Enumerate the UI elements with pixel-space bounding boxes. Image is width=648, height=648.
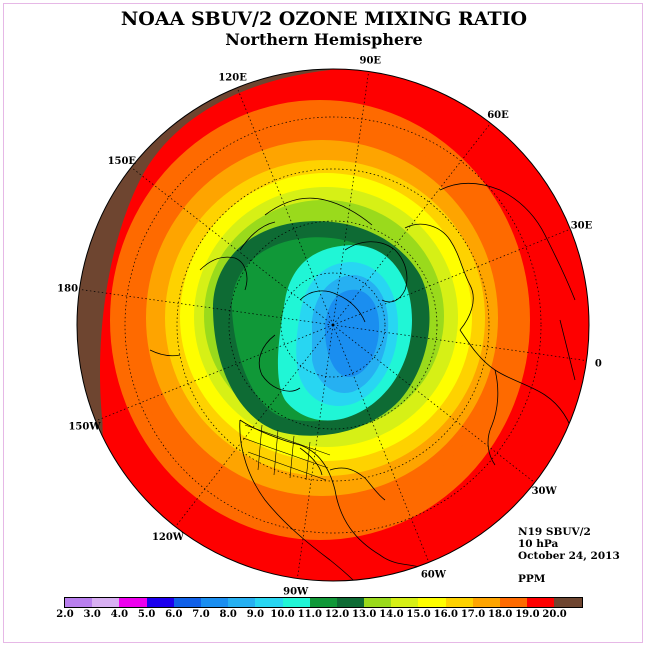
coast-asia-north xyxy=(439,182,576,301)
meridian-60w xyxy=(332,324,430,563)
colorbar-cell xyxy=(228,598,256,607)
meridian-60e xyxy=(332,123,491,326)
map-subtitle: Northern Hemisphere xyxy=(225,30,423,49)
pressure-level-label: 10 hPa xyxy=(518,538,559,550)
colorbar-tick-label: 20.0 xyxy=(542,609,567,620)
colorbar-tick-label: 19.0 xyxy=(515,609,540,620)
longitude-label-30e: 30E xyxy=(571,221,593,232)
longitude-label-60e: 60E xyxy=(487,110,509,121)
map-title: NOAA SBUV/2 OZONE MIXING RATIO xyxy=(120,8,528,30)
colorbar-tick-label: 7.0 xyxy=(192,609,210,620)
colorbar-tick-label: 10.0 xyxy=(270,609,295,620)
colorbar-tick-label: 2.0 xyxy=(56,609,74,620)
colorbar-tick-label: 12.0 xyxy=(324,609,350,620)
colorbar-cell xyxy=(282,598,310,607)
colorbar xyxy=(64,597,583,608)
colorbar-tick-label: 13.0 xyxy=(352,609,377,620)
meridian-150w xyxy=(95,324,334,422)
colorbar-cell xyxy=(391,598,419,607)
meridian-180 xyxy=(79,289,334,326)
longitude-label-0: 0 xyxy=(595,358,602,369)
colorbar-cell xyxy=(255,598,283,607)
colorbar-tick-label: 17.0 xyxy=(460,609,486,620)
colorbar-cell xyxy=(364,598,392,607)
colorbar-cell xyxy=(527,598,555,607)
date-label: October 24, 2013 xyxy=(518,550,620,562)
colorbar-tick-label: 6.0 xyxy=(165,609,183,620)
colorbar-tick-label: 11.0 xyxy=(297,609,322,620)
longitude-label-90e: 90E xyxy=(360,56,382,67)
colorbar-cell xyxy=(92,598,120,607)
colorbar-tick-label: 14.0 xyxy=(379,609,404,620)
meridian-30e xyxy=(332,228,571,326)
red-patch-atlantic xyxy=(454,470,536,530)
coast-siberia xyxy=(264,197,373,226)
longitude-label-60w: 60W xyxy=(421,569,447,580)
colorbar-tick-label: 5.0 xyxy=(137,609,156,620)
colorbar-cell xyxy=(173,598,201,607)
colorbar-cell xyxy=(200,598,229,607)
longitude-label-150w: 150W xyxy=(68,421,101,432)
units-label: PPM xyxy=(518,573,546,585)
longitude-label-150e: 150E xyxy=(108,156,137,167)
coast-hudson xyxy=(258,334,301,392)
colorbar-cell xyxy=(445,598,473,607)
colorbar-cell xyxy=(119,598,147,607)
colorbar-cell xyxy=(65,598,93,607)
meridian-120e xyxy=(236,87,334,326)
colorbar-cell xyxy=(146,598,174,607)
colorbar-tick-label: 4.0 xyxy=(110,609,129,620)
longitude-labels: 90E 60E 30E 0 30W 60W 90W 120W 150W 180 150E 120E xyxy=(57,56,602,598)
colorbar-tick-label: 3.0 xyxy=(83,609,101,620)
meridian-120w xyxy=(175,324,334,527)
longitude-label-120w: 120W xyxy=(152,532,185,543)
meridian-90w xyxy=(297,324,334,579)
figure-frame xyxy=(3,3,643,643)
coast-europe xyxy=(459,329,576,441)
colorbar-tick-label: 15.0 xyxy=(406,609,431,620)
latitude-circles xyxy=(124,116,542,534)
colorbar-tick-label: 18.0 xyxy=(488,609,513,620)
longitude-label-90w: 90W xyxy=(283,586,309,597)
ozone-contour-field xyxy=(77,69,589,581)
longitude-label-120e: 120E xyxy=(218,73,247,84)
red-patch-south-america xyxy=(350,537,440,573)
coast-arabia xyxy=(559,319,576,381)
meridian-150e xyxy=(131,167,334,326)
us-state-lines xyxy=(242,424,331,481)
colorbar-tick-label: 16.0 xyxy=(433,609,458,620)
coast-greenland xyxy=(344,241,408,303)
colorbar-tick-label: 8.0 xyxy=(219,609,237,620)
coast-americas-west xyxy=(239,419,371,581)
coast-alaska xyxy=(199,256,248,291)
colorbar-cell xyxy=(309,598,337,607)
colorbar-cell xyxy=(418,598,446,607)
colorbar-cell xyxy=(336,598,365,607)
coast-scandinavia xyxy=(404,223,474,331)
meridian-90e xyxy=(332,71,369,326)
colorbar-cell xyxy=(500,598,528,607)
band-7 xyxy=(324,289,380,377)
longitude-label-180: 180 xyxy=(57,284,78,295)
colorbar-tick-label: 9.0 xyxy=(246,609,265,620)
longitude-label-30w: 30W xyxy=(532,486,558,497)
colorbar-cell xyxy=(472,598,500,607)
colorbar-cell xyxy=(554,598,582,607)
map-boundary xyxy=(76,68,590,582)
instrument-label: N19 SBUV/2 xyxy=(518,526,591,538)
meridian-30w xyxy=(332,324,535,483)
meridian-lines xyxy=(79,71,587,579)
meridian-0 xyxy=(332,324,587,361)
